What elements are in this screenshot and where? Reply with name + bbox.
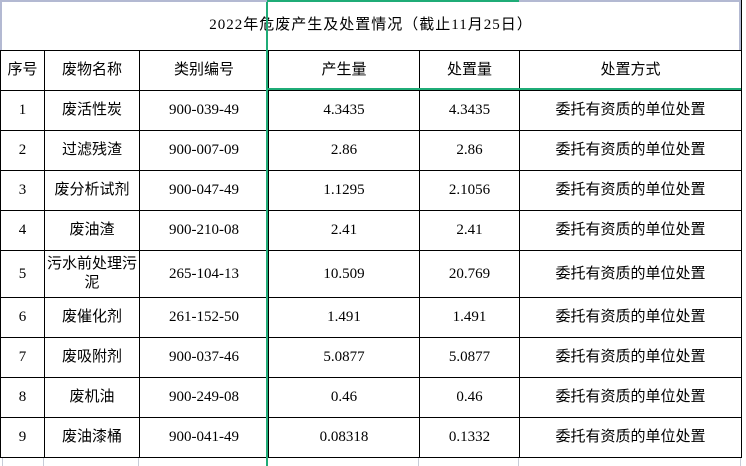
cell-category-code[interactable]: 900-037-46: [139, 337, 269, 378]
cell-disposal-method[interactable]: 委托有资质的单位处置: [518, 297, 743, 338]
cell-no[interactable]: 2: [0, 130, 45, 171]
table-row: 9 废油漆桶 900-041-49 0.08318 0.1332 委托有资质的单…: [0, 417, 743, 458]
table-title[interactable]: 2022年危废产生及处置情况（截止11月25日）: [0, 0, 743, 51]
cell-category-code[interactable]: 261-152-50: [139, 297, 269, 338]
table-row: 5 污水前处理污泥 265-104-13 10.509 20.769 委托有资质…: [0, 250, 743, 298]
table-row: 3 废分析试剂 900-047-49 1.1295 2.1056 委托有资质的单…: [0, 170, 743, 211]
cell-disposal-method[interactable]: 委托有资质的单位处置: [518, 170, 743, 211]
cell-no[interactable]: 6: [0, 297, 45, 338]
cell-waste-name[interactable]: 废活性炭: [44, 90, 140, 131]
cell-disposed-amount[interactable]: 2.86: [419, 130, 520, 171]
cell-produced-amount[interactable]: 0.46: [268, 377, 420, 418]
cell-disposed-amount[interactable]: 1.491: [419, 297, 520, 338]
table-row: 1 废活性炭 900-039-49 4.3435 4.3435 委托有资质的单位…: [0, 90, 743, 131]
gridline-stub: [43, 458, 44, 466]
cell-disposed-amount[interactable]: 0.46: [419, 377, 520, 418]
cell-waste-name[interactable]: 废油渣: [44, 210, 140, 251]
gridline-green-horizontal: [266, 88, 741, 90]
col-header-waste-name[interactable]: 废物名称: [44, 50, 140, 91]
cell-category-code[interactable]: 900-047-49: [139, 170, 269, 211]
cell-produced-amount[interactable]: 2.41: [268, 210, 420, 251]
cell-disposed-amount[interactable]: 0.1332: [419, 417, 520, 458]
cell-waste-name[interactable]: 废催化剂: [44, 297, 140, 338]
cell-produced-amount[interactable]: 2.86: [268, 130, 420, 171]
gridline-stub: [418, 458, 419, 466]
cell-category-code[interactable]: 265-104-13: [139, 250, 269, 298]
cell-disposed-amount[interactable]: 5.0877: [419, 337, 520, 378]
title-row: 2022年危废产生及处置情况（截止11月25日）: [0, 0, 743, 51]
cell-no[interactable]: 1: [0, 90, 45, 131]
col-header-produced[interactable]: 产生量: [268, 50, 420, 91]
col-header-category-code[interactable]: 类别编号: [139, 50, 269, 91]
cell-waste-name[interactable]: 废机油: [44, 377, 140, 418]
cell-waste-name[interactable]: 废分析试剂: [44, 170, 140, 211]
col-header-method[interactable]: 处置方式: [518, 50, 743, 91]
col-header-disposed[interactable]: 处置量: [419, 50, 520, 91]
cell-disposal-method[interactable]: 委托有资质的单位处置: [518, 90, 743, 131]
gridline-green-vertical: [266, 0, 268, 466]
cell-no[interactable]: 9: [0, 417, 45, 458]
cell-no[interactable]: 4: [0, 210, 45, 251]
table-row: 7 废吸附剂 900-037-46 5.0877 5.0877 委托有资质的单位…: [0, 337, 743, 378]
cell-produced-amount[interactable]: 0.08318: [268, 417, 420, 458]
cell-produced-amount[interactable]: 10.509: [268, 250, 420, 298]
gridline-stub: [518, 458, 519, 466]
cell-waste-name[interactable]: 过滤残渣: [44, 130, 140, 171]
gridline-stub: [740, 458, 741, 466]
cell-waste-name[interactable]: 废吸附剂: [44, 337, 140, 378]
table-row: 6 废催化剂 261-152-50 1.491 1.491 委托有资质的单位处置: [0, 297, 743, 338]
cell-no[interactable]: 3: [0, 170, 45, 211]
cell-category-code[interactable]: 900-007-09: [139, 130, 269, 171]
cell-disposal-method[interactable]: 委托有资质的单位处置: [518, 337, 743, 378]
cell-produced-amount[interactable]: 1.491: [268, 297, 420, 338]
cell-waste-name[interactable]: 废油漆桶: [44, 417, 140, 458]
table-row: 4 废油渣 900-210-08 2.41 2.41 委托有资质的单位处置: [0, 210, 743, 251]
gridline-stub: [138, 458, 139, 466]
cell-no[interactable]: 7: [0, 337, 45, 378]
col-header-no[interactable]: 序号: [0, 50, 45, 91]
cell-category-code[interactable]: 900-039-49: [139, 90, 269, 131]
gridline-top-blue-left: [0, 0, 267, 2]
cell-produced-amount[interactable]: 5.0877: [268, 337, 420, 378]
cell-category-code[interactable]: 900-249-08: [139, 377, 269, 418]
gridline-top-blue-right: [519, 0, 741, 2]
cell-disposed-amount[interactable]: 2.1056: [419, 170, 520, 211]
gridline-right-blue: [739, 0, 741, 50]
cell-waste-name[interactable]: 污水前处理污泥: [44, 250, 140, 298]
cell-disposal-method[interactable]: 委托有资质的单位处置: [518, 417, 743, 458]
table-row: 2 过滤残渣 900-007-09 2.86 2.86 委托有资质的单位处置: [0, 130, 743, 171]
gridline-left-blue: [0, 0, 2, 50]
cell-category-code[interactable]: 900-210-08: [139, 210, 269, 251]
cell-no[interactable]: 5: [0, 250, 45, 298]
table-row: 8 废机油 900-249-08 0.46 0.46 委托有资质的单位处置: [0, 377, 743, 418]
cell-produced-amount[interactable]: 1.1295: [268, 170, 420, 211]
cell-disposed-amount[interactable]: 4.3435: [419, 90, 520, 131]
cell-no[interactable]: 8: [0, 377, 45, 418]
cell-disposal-method[interactable]: 委托有资质的单位处置: [518, 130, 743, 171]
gridline-stub: [2, 458, 3, 466]
cell-disposed-amount[interactable]: 2.41: [419, 210, 520, 251]
gridline-top-green: [267, 0, 519, 2]
header-row: 序号 废物名称 类别编号 产生量 处置量 处置方式: [0, 50, 743, 91]
cell-disposal-method[interactable]: 委托有资质的单位处置: [518, 377, 743, 418]
cell-produced-amount[interactable]: 4.3435: [268, 90, 420, 131]
cell-disposal-method[interactable]: 委托有资质的单位处置: [518, 210, 743, 251]
cell-category-code[interactable]: 900-041-49: [139, 417, 269, 458]
cell-disposed-amount[interactable]: 20.769: [419, 250, 520, 298]
hazardous-waste-table: 2022年危废产生及处置情况（截止11月25日） 序号 废物名称 类别编号 产生…: [0, 0, 743, 458]
cell-disposal-method[interactable]: 委托有资质的单位处置: [518, 250, 743, 298]
